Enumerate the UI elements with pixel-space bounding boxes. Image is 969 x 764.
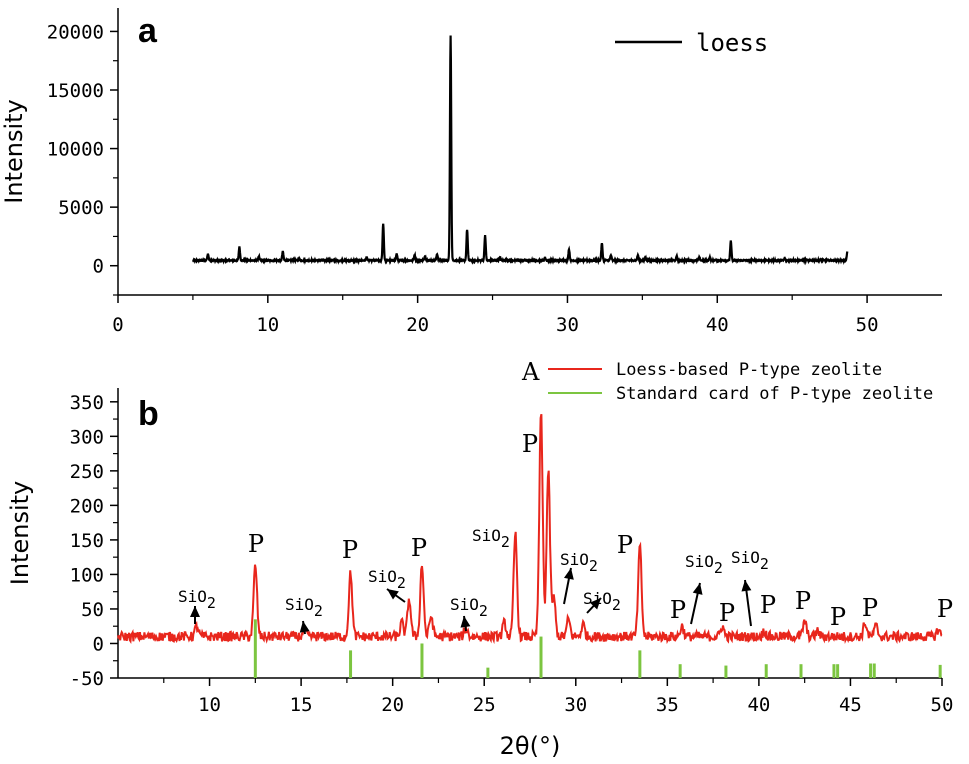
p-peak-label: P (617, 531, 633, 559)
panel-b-x-tick-label: 30 (564, 694, 587, 716)
panel-b-x-tick-label: 15 (290, 694, 313, 716)
panel-a-y-tick-label: 20000 (47, 21, 104, 43)
panel-b-x-tick-label: 25 (473, 694, 496, 716)
panel-b-x-tick-label: 10 (198, 694, 221, 716)
panel-a-x-tick-label: 30 (556, 314, 579, 336)
panel-b-y-tick-label: 300 (70, 426, 104, 448)
p-peak-label: P (760, 591, 776, 619)
panel-a-y-tick-label: 15000 (47, 80, 104, 102)
panel-b-x-axis-label: 2θ(°) (500, 732, 561, 760)
panel-a-x-tick-label: 50 (856, 314, 879, 336)
panel-b-y-tick-label: 0 (93, 633, 104, 655)
sio2-arrow (563, 567, 574, 605)
panel-b-x-tick-label: 35 (656, 694, 679, 716)
sio2-label: SiO2 (368, 567, 406, 592)
sio2-arrow (190, 606, 200, 624)
sio2-arrow (299, 620, 310, 635)
p-peak-label: P (342, 536, 358, 564)
sio2-label: SiO2 (450, 595, 488, 620)
panel-a-y-tick-label: 0 (93, 256, 104, 278)
panel-b-letter: b (138, 395, 159, 433)
panel-a-y-tick-label: 10000 (47, 139, 104, 161)
sio2-label: SiO2 (560, 550, 598, 575)
panel-b-x-tick-label: 20 (381, 694, 404, 716)
panel-a-y-axis-label: Intensity (0, 99, 28, 203)
sio2-arrow (690, 582, 703, 625)
panel-b-x-tick-label: 40 (747, 694, 770, 716)
p-peak-label: P (795, 587, 811, 615)
panel-b-x-tick-label: 50 (931, 694, 954, 716)
panel-b-x-tick-label: 45 (839, 694, 862, 716)
panel-a-y-tick-label: 5000 (58, 197, 104, 219)
p-peak-label: P (937, 595, 953, 623)
panel-a: 0 10 20 30 40 50 0 5000 10000 15000 20000 Intensity… (0, 8, 942, 336)
panel-b-y-tick-label: 250 (70, 461, 104, 483)
sio2-arrow-head (190, 606, 200, 617)
sio2-arrow-head (692, 583, 703, 595)
p-peak-label: P (670, 596, 686, 624)
sio2-arrow-head (741, 580, 752, 592)
panel-b-zeolite-series (117, 413, 943, 645)
panel-a-letter: a (138, 12, 158, 50)
panel-b-legend-label-zeolite: Loess-based P-type zeolite (616, 360, 882, 380)
sio2-arrow-head (387, 589, 399, 600)
sio2-arrow-head (460, 616, 471, 628)
annotation-A: A (521, 358, 540, 386)
sio2-label: SiO2 (731, 548, 769, 573)
sio2-arrow (386, 588, 406, 603)
sio2-arrow-head (589, 598, 601, 610)
p-peak-label: P (522, 430, 538, 458)
sio2-label: SiO2 (583, 589, 621, 614)
p-peak-label: P (248, 530, 264, 558)
sio2-label: SiO2 (285, 595, 323, 620)
panel-b-legend-label-standard: Standard card of P-type zeolite (616, 384, 933, 404)
p-peak-label: P (862, 594, 878, 622)
panel-b-y-axis-label: Intensity (6, 481, 34, 585)
sio2-arrow (460, 615, 471, 632)
panel-a-x-tick-label: 40 (706, 314, 729, 336)
p-peak-label: P (830, 603, 846, 631)
panel-a-x-tick-label: 0 (112, 314, 123, 336)
sio2-label: SiO2 (472, 526, 510, 551)
panel-a-x-tick-label: 10 (256, 314, 279, 336)
panel-b-y-tick-label: 100 (70, 564, 104, 586)
panel-a-legend-label: loess (696, 29, 768, 57)
panel-b-y-tick-label: -50 (70, 668, 104, 690)
panel-b-y-tick-label: 50 (81, 599, 104, 621)
sio2-arrow-head (563, 568, 574, 580)
panel-b: 10 15 20 25 30 35 40 45 50 -50 0 50 100 150 200 250 300 3… (6, 358, 953, 760)
sio2-arrow (741, 579, 752, 627)
panel-a-x-tick-label: 20 (406, 314, 429, 336)
p-peak-label: P (719, 599, 735, 627)
p-peak-label: P (411, 534, 427, 562)
panel-b-y-tick-label: 150 (70, 530, 104, 552)
sio2-arrow (586, 597, 602, 614)
sio2-label: SiO2 (178, 587, 216, 612)
sio2-label: SiO2 (685, 552, 723, 577)
sio2-arrow-head (299, 621, 310, 633)
panel-a-loess-series (191, 35, 849, 266)
panel-b-y-tick-label: 350 (70, 392, 104, 414)
panel-b-y-tick-label: 200 (70, 495, 104, 517)
